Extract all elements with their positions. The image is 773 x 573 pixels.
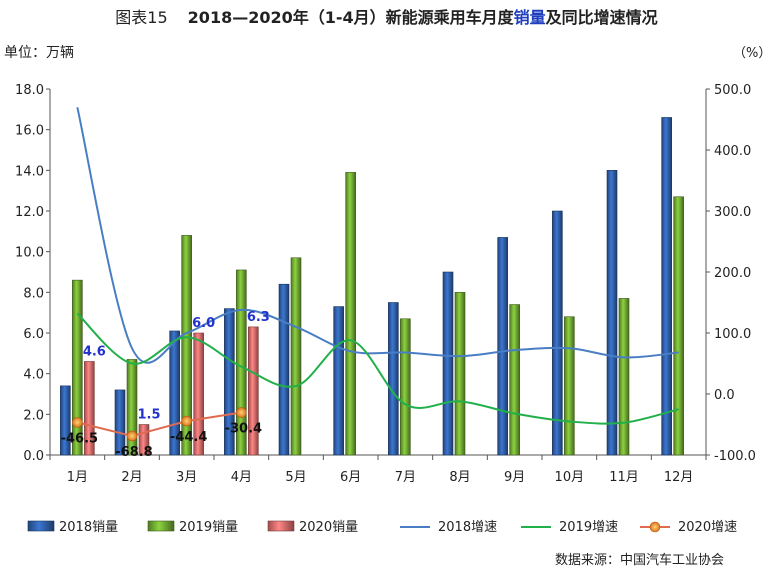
line-2018增速 [76,107,679,364]
bar-2018销量 [606,170,618,456]
legend-swatch-2018销量 [27,520,55,532]
right-tick-label: 0.0 [714,388,735,403]
legend-label-2019销量: 2019销量 [179,520,238,535]
bar-2019销量 [509,304,520,456]
bar-value-label: 6.3 [247,310,270,325]
bar-2018销量 [552,210,563,456]
right-tick-label: 100.0 [714,327,751,342]
left-tick-label: 4.0 [23,368,44,383]
left-tick-label: 18.0 [15,83,44,98]
bar-2019销量 [236,269,247,456]
bar-2019销量 [126,359,138,456]
bar-2018销量 [169,330,180,456]
x-tick-label: 6月 [340,470,361,485]
right-tick-label: -100.0 [714,449,756,464]
bar-2018销量 [114,389,126,456]
legend-label-2019增速: 2019增速 [559,520,618,535]
left-tick-label: 16.0 [15,124,44,139]
x-tick-label: 12月 [664,470,694,485]
bar-2019销量 [181,235,192,456]
legend-label-2018增速: 2018增速 [438,520,497,535]
x-tick-label: 9月 [504,470,525,485]
marker-2020增速 [72,417,83,428]
bar-2019销量 [673,196,684,456]
legend-label-2020销量: 2020销量 [299,520,358,535]
bar-2018销量 [333,306,344,456]
bar-2020销量 [248,326,259,456]
title-highlight: 销量 [513,8,546,27]
line-2020增速 [77,411,242,438]
growth-value-label: -44.4 [170,430,207,445]
bar-2018销量 [661,117,672,456]
x-tick-label: 8月 [449,470,470,485]
left-axis-unit: 单位：万辆 [4,45,74,61]
legend-label-2020增速: 2020增速 [678,520,737,535]
left-tick-label: 14.0 [15,164,44,179]
growth-value-label: -30.4 [225,422,262,437]
bar-2019销量 [290,257,302,456]
growth-value-label: -46.5 [61,431,98,446]
right-tick-label: 500.0 [714,83,751,98]
bar-value-label: 4.6 [83,344,106,359]
bar-2018销量 [278,283,290,456]
bar-2018销量 [497,237,508,456]
title-part2: 及同比增速情况 [545,8,658,27]
legend-swatch-2019销量 [147,520,175,532]
bar-2019销量 [400,318,411,456]
marker-2020增速 [126,430,138,442]
left-tick-label: 12.0 [15,205,44,220]
left-tick-label: 6.0 [23,327,44,342]
legend-swatch-2020销量 [267,520,295,532]
bar-value-label: 1.5 [137,408,160,423]
x-tick-label: 4月 [231,470,252,485]
bar-2018销量 [442,271,454,456]
x-tick-label: 5月 [285,470,306,485]
right-tick-label: 200.0 [714,266,751,281]
x-tick-label: 3月 [176,470,197,485]
bar-2018销量 [60,385,71,456]
right-tick-label: 300.0 [714,205,751,220]
x-tick-label: 11月 [609,470,639,485]
bar-2019销量 [345,172,356,456]
x-tick-label: 7月 [395,470,416,485]
bar-2020销量 [84,361,95,456]
left-tick-label: 0.0 [23,449,44,464]
bar-2019销量 [618,298,630,456]
bar-2020销量 [138,424,150,456]
x-tick-label: 10月 [555,470,585,485]
right-tick-label: 400.0 [714,144,751,159]
marker-2020增速 [236,407,247,418]
bar-2019销量 [454,292,466,456]
left-tick-label: 2.0 [23,408,44,423]
title-part1: 2018—2020年（1-4月）新能源乘用车月度 [187,8,514,27]
right-axis-unit: （%） [733,46,772,61]
x-tick-label: 2月 [121,470,142,485]
marker-2020增速 [181,415,192,427]
bar-2019销量 [72,279,83,456]
bar-2018销量 [224,308,235,456]
left-tick-label: 10.0 [15,246,44,261]
line-2019增速 [76,312,679,425]
left-tick-label: 8.0 [23,286,44,301]
figure-label: 图表15 [115,8,168,27]
data-source: 数据来源：中国汽车工业协会 [555,553,725,568]
bar-value-label: 6.0 [192,316,215,331]
growth-value-label: -68.8 [115,445,152,460]
bar-2019销量 [564,316,575,456]
bar-2020销量 [193,332,204,456]
legend-marker-2020增速 [649,521,661,533]
bar-2018销量 [388,302,399,456]
legend-label-2018销量: 2018销量 [59,520,118,535]
x-tick-label: 1月 [67,470,88,485]
chart-title: 图表15 2018—2020年（1-4月）新能源乘用车月度销量及同比增速情况 [0,4,773,28]
